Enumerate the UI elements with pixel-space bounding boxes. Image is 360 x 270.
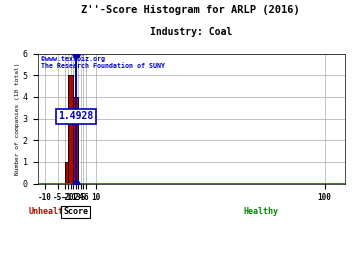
Y-axis label: Number of companies (10 total): Number of companies (10 total) [15,62,20,175]
Bar [66,162,68,184]
Text: Industry: Coal: Industry: Coal [150,27,232,37]
Text: ©www.textbiz.org
The Research Foundation of SUNY: ©www.textbiz.org The Research Foundation… [41,55,165,69]
Text: 1.4928: 1.4928 [58,112,93,122]
Text: Z''-Score Histogram for ARLP (2016): Z''-Score Histogram for ARLP (2016) [81,5,300,15]
Text: Healthy: Healthy [244,207,279,217]
Text: Unhealthy: Unhealthy [29,207,74,217]
Text: Score: Score [63,207,88,217]
Bar [68,75,73,184]
Bar [73,97,78,184]
